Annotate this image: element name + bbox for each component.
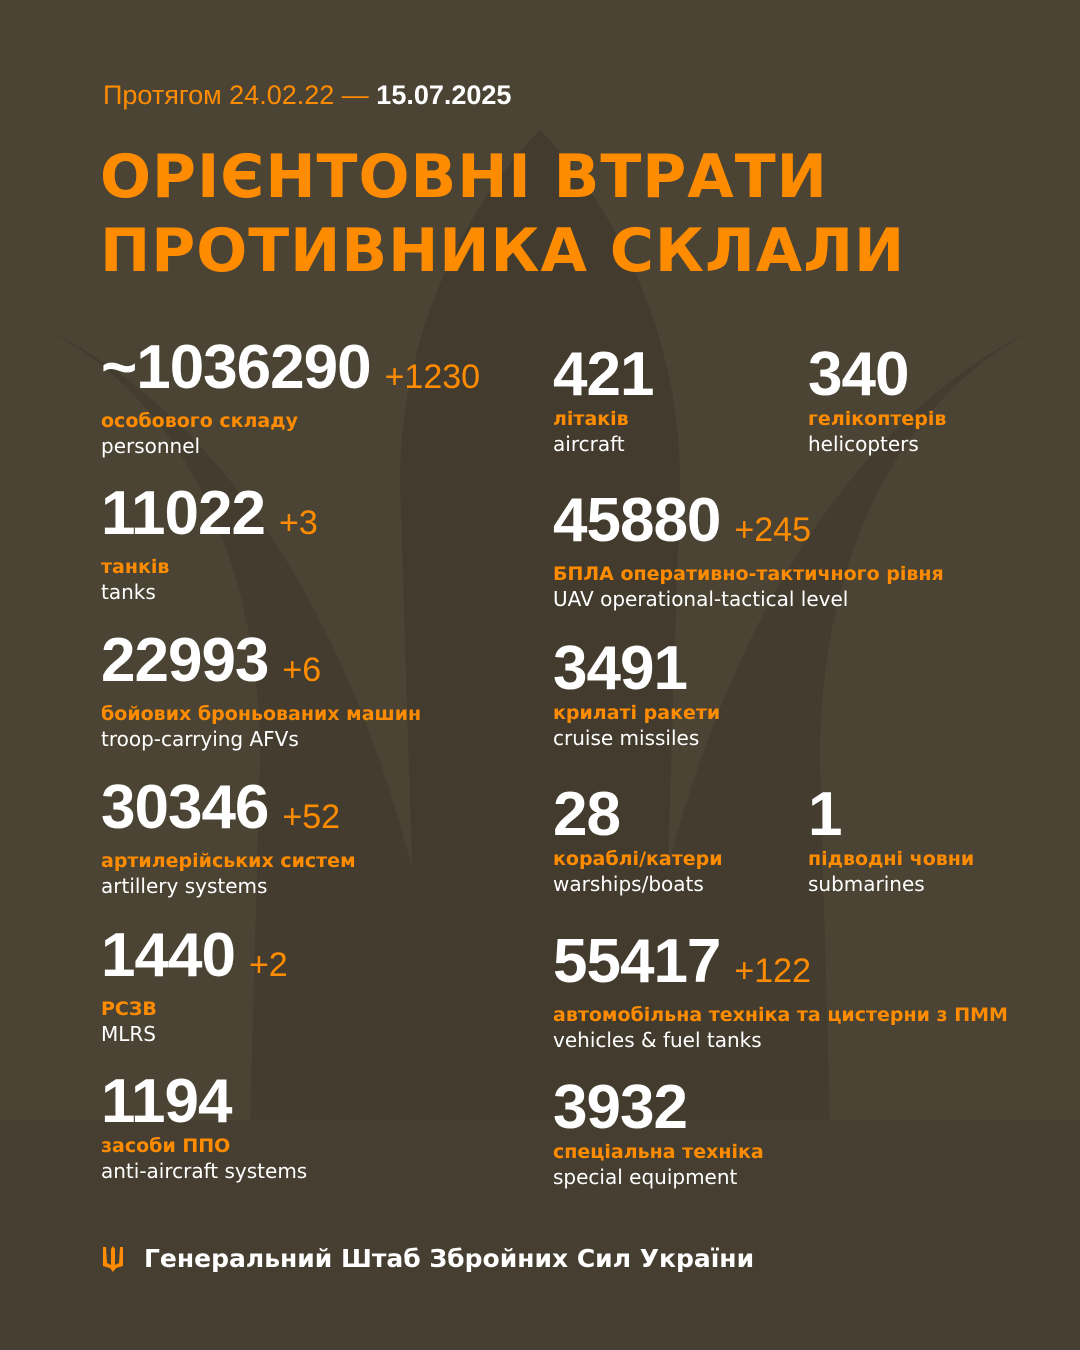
period: Протягом 24.02.22 — 15.07.2025 [103, 80, 511, 111]
stat-label-uk: крилаті ракети [553, 702, 721, 724]
stat-vehicles: 55417 +122 автомобільна техніка та цистер… [553, 930, 1008, 1053]
stat-value: 421 [553, 340, 654, 409]
stat-value: 1194 [101, 1067, 233, 1136]
stat-delta: +52 [282, 798, 341, 836]
stat-label-en: submarines [808, 872, 925, 896]
stat-personnel: ~1036290 +1230 особового складу personnel [101, 336, 480, 459]
stat-delta: +2 [248, 946, 288, 984]
stat-delta: +1230 [384, 358, 481, 396]
stat-delta: +122 [734, 952, 812, 990]
stat-label-uk: підводні човни [808, 848, 975, 870]
title-line-1: ОРІЄНТОВНІ ВТРАТИ [100, 142, 828, 212]
stat-label-uk: спеціальна техніка [553, 1141, 764, 1163]
stat-tanks: 11022 +3 танків tanks [101, 482, 318, 605]
stat-anti-aircraft: 1194 засоби ППО anti-aircraft systems [101, 1070, 307, 1184]
footer-org: Генеральний Штаб Збройних Сил України [144, 1244, 755, 1273]
stat-value: 45880 [553, 486, 721, 555]
stat-label-uk: танків [101, 556, 170, 578]
stat-label-en: UAV operational-tactical level [553, 587, 849, 611]
stat-special-equipment: 3932 спеціальна техніка special equipmen… [553, 1076, 764, 1190]
stat-submarines: 1 підводні човни submarines [808, 783, 974, 897]
stat-value: 340 [808, 340, 909, 409]
stat-delta: +6 [282, 651, 322, 689]
stat-value: 28 [553, 780, 621, 849]
stat-label-en: tanks [101, 580, 156, 604]
stat-label-en: vehicles & fuel tanks [553, 1028, 762, 1052]
title-line-2: ПРОТИВНИКА СКЛАЛИ [100, 216, 906, 286]
page-title: ОРІЄНТОВНІ ВТРАТИ ПРОТИВНИКА СКЛАЛИ [100, 140, 905, 288]
stat-cruise-missiles: 3491 крилаті ракети cruise missiles [553, 637, 720, 751]
stat-label-en: helicopters [808, 432, 919, 456]
stat-helicopters: 340 гелікоптерів helicopters [808, 343, 946, 457]
stat-label-uk: БПЛА оперативно-тактичного рівня [553, 563, 944, 585]
stat-value: 3932 [553, 1073, 688, 1142]
stat-warships: 28 кораблі/катери warships/boats [553, 783, 723, 897]
footer: Генеральний Штаб Збройних Сил України [100, 1244, 754, 1273]
stat-label-en: MLRS [101, 1022, 156, 1046]
stat-value: 11022 [101, 479, 266, 548]
stat-label-en: artillery systems [101, 874, 268, 898]
stat-label-uk: автомобільна техніка та цистерни з ПММ [553, 1004, 1008, 1026]
stat-value: ~1036290 [101, 333, 372, 402]
stat-delta: +3 [279, 504, 318, 542]
trident-icon [103, 1245, 123, 1272]
stat-label-uk: засоби ППО [101, 1135, 231, 1157]
stat-label-uk: кораблі/катери [553, 848, 723, 870]
stat-label-en: anti-aircraft systems [101, 1159, 308, 1183]
stat-aircraft: 421 літаків aircraft [553, 340, 654, 457]
stat-value: 1440 [101, 921, 236, 990]
stat-label-uk: артилерійських систем [101, 850, 356, 872]
stat-label-uk: бойових броньованих машин [101, 703, 422, 725]
stat-uav: 45880 +245 БПЛА оперативно-тактичного рів… [553, 489, 944, 612]
stat-label-uk: гелікоптерів [808, 408, 947, 430]
stat-label-uk: особового складу [101, 410, 298, 432]
stat-value: 3491 [553, 634, 688, 703]
stat-label-en: personnel [101, 434, 201, 458]
stat-afv: 22993 +6 бойових броньованих машин troop-… [101, 629, 421, 752]
stat-label-uk: РСЗВ [101, 998, 157, 1020]
stat-value: 30346 [101, 773, 269, 842]
stat-mlrs: 1440 +2 РСЗВ MLRS [101, 924, 288, 1047]
stat-label-en: aircraft [553, 432, 625, 456]
stat-value: 1 [808, 780, 842, 849]
stat-value: 22993 [101, 626, 269, 695]
stat-label-uk: літаків [553, 408, 629, 430]
period-end: 15.07.2025 [376, 80, 512, 110]
stat-artillery: 30346 +52 артилерійських систем artillery… [101, 776, 356, 899]
period-start: Протягом 24.02.22 — [103, 80, 369, 110]
stat-delta: +245 [734, 511, 812, 549]
stat-label-en: troop-carrying AFVs [101, 727, 299, 751]
stat-label-en: special equipment [553, 1165, 738, 1189]
stat-label-en: cruise missiles [553, 726, 700, 750]
stat-value: 55417 [553, 927, 721, 996]
stat-label-en: warships/boats [553, 872, 704, 896]
